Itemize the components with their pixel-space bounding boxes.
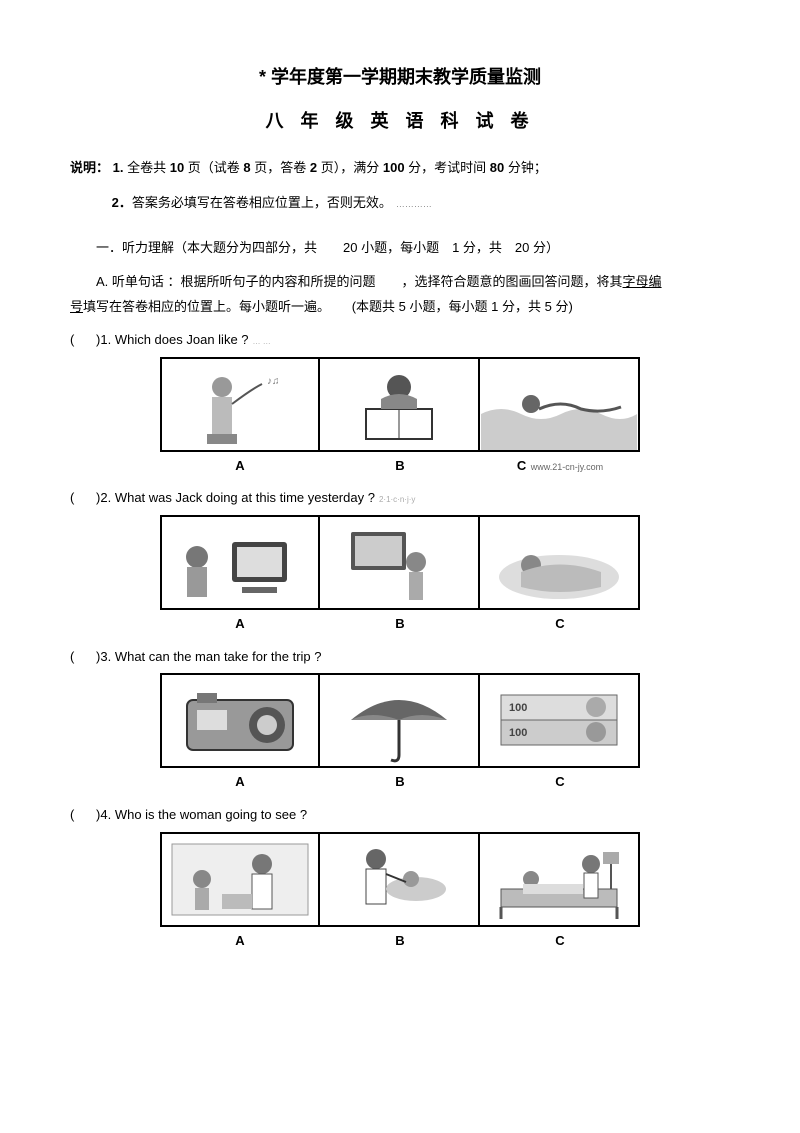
section-a-heading: A. 听单句话 ：根据所听句子的内容和所提的问题 ，选择符合题意的图画回答问题，… bbox=[70, 270, 730, 295]
question-text: Which does Joan like ? bbox=[115, 332, 249, 347]
instr1-t3: 页，答卷 bbox=[251, 160, 310, 175]
question-2-labels: ABC bbox=[70, 612, 730, 637]
question-text: What was Jack doing at this time yesterd… bbox=[115, 490, 375, 505]
question-2-text: ( )2. What was Jack doing at this time y… bbox=[70, 486, 730, 511]
question-1: ( )1. Which does Joan like ?… …♪♫ABC www… bbox=[70, 328, 730, 478]
paren-open: ( bbox=[70, 490, 74, 505]
boy-reading-icon bbox=[320, 357, 480, 452]
dentist-icon bbox=[320, 832, 480, 927]
instr1-t4: 页），满分 bbox=[317, 160, 383, 175]
secA-paren: (本题共 5 小题，每小题 1 分，共 5 分) bbox=[352, 299, 573, 314]
instr2-tiny: ………… bbox=[396, 199, 432, 209]
question-3: ( )3. What can the man take for the trip… bbox=[70, 645, 730, 795]
boy-sleeping-icon bbox=[480, 515, 640, 610]
instruction-line-1: 说明： 1. 全卷共 10 页（试卷 8 页，答卷 2 页），满分 100 分，… bbox=[70, 156, 730, 181]
question-1-labels: ABC www.21-cn-jy.com bbox=[70, 454, 730, 479]
question-3-images: 100 100 bbox=[70, 673, 730, 768]
instruction-line-2: 2．答案务必填写在答卷相应位置上，否则无效。 ………… bbox=[70, 191, 730, 216]
option-label-A: A bbox=[160, 454, 320, 479]
question-tiny: … … bbox=[253, 337, 271, 346]
instr1-v1: 10 bbox=[170, 160, 184, 175]
instr2-num: 2． bbox=[112, 195, 132, 210]
question-tiny: 2·1·c·n·j·y bbox=[379, 495, 415, 504]
svg-text:100: 100 bbox=[509, 702, 527, 714]
girl-singing-icon: ♪♫ bbox=[160, 357, 320, 452]
exam-title-1: * 学年度第一学期期末教学质量监测 bbox=[70, 60, 730, 94]
question-1-images: ♪♫ bbox=[70, 357, 730, 452]
doctor-boy-icon bbox=[160, 832, 320, 927]
instr1-t6: 分钟； bbox=[504, 160, 547, 175]
question-1-text: ( )1. Which does Joan like ?… … bbox=[70, 328, 730, 353]
paren-open: ( bbox=[70, 649, 74, 664]
question-4-text: ( )4. Who is the woman going to see ? bbox=[70, 803, 730, 828]
hospital-bed-icon bbox=[480, 832, 640, 927]
instr2-text: 答案务必填写在答卷相应位置上，否则无效。 bbox=[132, 195, 392, 210]
money-icon: 100 100 bbox=[480, 673, 640, 768]
question-4: ( )4. Who is the woman going to see ? ABC bbox=[70, 803, 730, 953]
question-text: Who is the woman going to see ? bbox=[115, 807, 307, 822]
question-2: ( )2. What was Jack doing at this time y… bbox=[70, 486, 730, 636]
question-4-labels: ABC bbox=[70, 929, 730, 954]
option-label-A: A bbox=[160, 770, 320, 795]
option-label-B: B bbox=[320, 612, 480, 637]
secA-u1: 字母编 bbox=[623, 274, 662, 289]
question-3-labels: ABC bbox=[70, 770, 730, 795]
boy-swimming-icon bbox=[480, 357, 640, 452]
instr1-t5: 分，考试时间 bbox=[405, 160, 490, 175]
question-3-text: ( )3. What can the man take for the trip… bbox=[70, 645, 730, 670]
question-2-images bbox=[70, 515, 730, 610]
exam-title-2: 八 年 级 英 语 科 试 卷 bbox=[70, 104, 730, 138]
instr1-v4: 100 bbox=[383, 160, 405, 175]
boy-tv-icon bbox=[320, 515, 480, 610]
question-4-images bbox=[70, 832, 730, 927]
instr1-v2: 8 bbox=[243, 160, 250, 175]
option-label-B: B bbox=[320, 454, 480, 479]
instr1-num: 1. bbox=[113, 160, 124, 175]
option-label-C: C bbox=[480, 612, 640, 637]
secA-u2: 号 bbox=[70, 299, 83, 314]
option-label-B: B bbox=[320, 770, 480, 795]
option-label-B: B bbox=[320, 929, 480, 954]
secA-t1: 听单句话 ： bbox=[108, 274, 180, 289]
option-label-A: A bbox=[160, 612, 320, 637]
section-1-heading: 一．听力理解（本大题分为四部分，共 20 小题，每小题 1 分，共 20 分） bbox=[70, 236, 730, 261]
camera-icon bbox=[160, 673, 320, 768]
instr1-t2: 页（试卷 bbox=[184, 160, 243, 175]
paren-open: ( bbox=[70, 332, 74, 347]
question-num: 4. bbox=[100, 807, 114, 822]
boy-computer-icon bbox=[160, 515, 320, 610]
option-label-C: C bbox=[480, 770, 640, 795]
instruction-label: 说明： bbox=[70, 160, 109, 175]
instr1-t1: 全卷共 bbox=[123, 160, 169, 175]
watermark-text: www.21-cn-jy.com bbox=[528, 462, 603, 472]
question-text: What can the man take for the trip ? bbox=[115, 649, 322, 664]
umbrella-icon bbox=[320, 673, 480, 768]
svg-text:100: 100 bbox=[509, 727, 527, 739]
option-label-C: C www.21-cn-jy.com bbox=[480, 454, 640, 479]
question-num: 2. bbox=[100, 490, 114, 505]
paren-open: ( bbox=[70, 807, 74, 822]
secA-t2: 根据所听句子的内容和所提的问题 ，选择符合题意的图画回答问题，将其 bbox=[181, 274, 623, 289]
instr1-v5: 80 bbox=[490, 160, 504, 175]
question-num: 3. bbox=[100, 649, 114, 664]
svg-text:♪♫: ♪♫ bbox=[267, 376, 280, 387]
secA-label: A. bbox=[96, 274, 108, 289]
question-num: 1. bbox=[100, 332, 114, 347]
option-label-C: C bbox=[480, 929, 640, 954]
section-a-line2: 号填写在答卷相应的位置上。每小题听一遍。 (本题共 5 小题，每小题 1 分，共… bbox=[70, 295, 730, 320]
secA-t3: 填写在答卷相应的位置上。每小题听一遍。 bbox=[83, 299, 330, 314]
option-label-A: A bbox=[160, 929, 320, 954]
